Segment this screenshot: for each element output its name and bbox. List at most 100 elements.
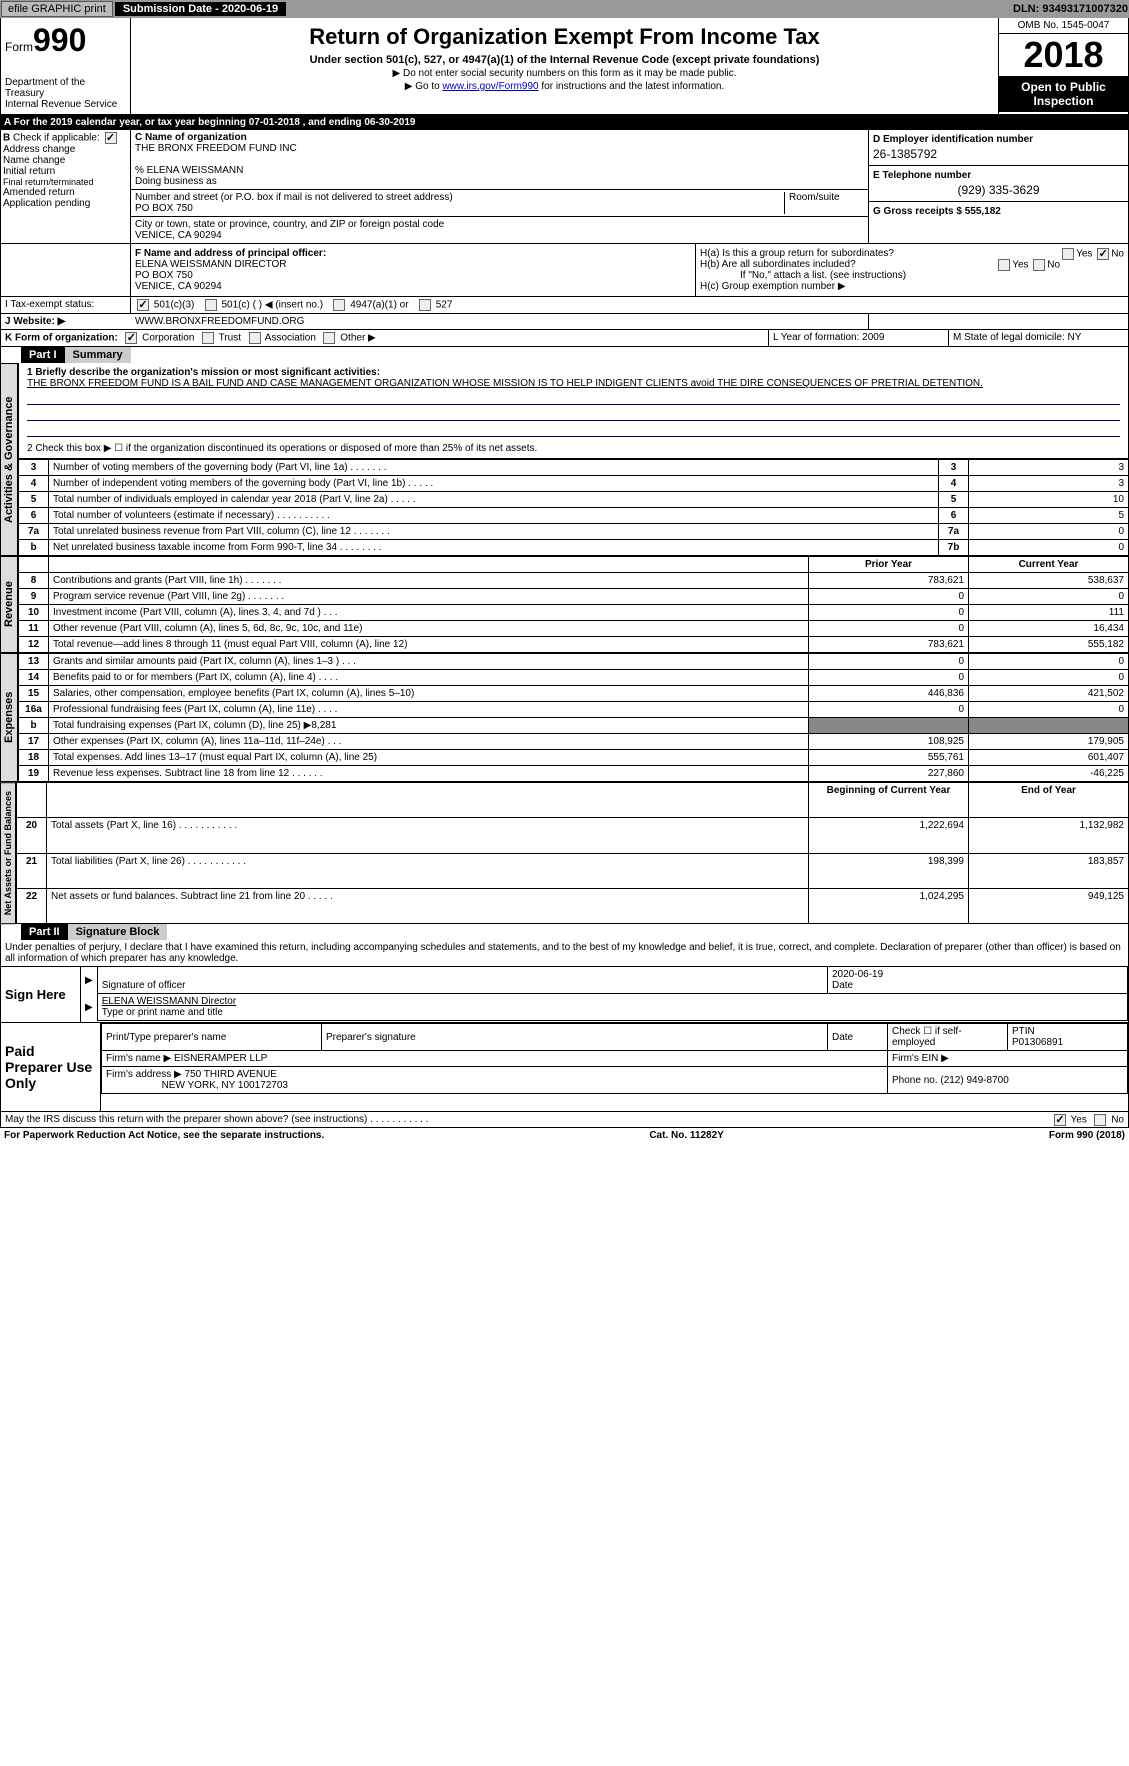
open-public-badge: Open to Public Inspection xyxy=(999,76,1128,112)
sig-officer: Signature of officer xyxy=(97,967,827,994)
exp-table: 13Grants and similar amounts paid (Part … xyxy=(18,653,1129,782)
footer-right: Form 990 (2018) xyxy=(1049,1130,1125,1141)
checkbox-icon[interactable] xyxy=(1033,259,1045,271)
checkbox-icon[interactable] xyxy=(419,299,431,311)
firm-addr2: NEW YORK, NY 100172703 xyxy=(162,1080,288,1091)
checkbox-icon[interactable] xyxy=(998,259,1010,271)
k-lbl: K Form of organization: xyxy=(5,333,118,344)
discuss-text: May the IRS discuss this return with the… xyxy=(5,1114,429,1125)
date-lbl: Date xyxy=(828,1024,888,1051)
row-j: J Website: ▶ WWW.BRONXFREEDOMFUND.ORG xyxy=(0,314,1129,330)
form-note1: ▶ Do not enter social security numbers o… xyxy=(137,68,992,79)
part-ii-hdr: Part II xyxy=(21,924,68,940)
checkbox-icon[interactable] xyxy=(249,332,261,344)
omb-number: OMB No. 1545-0047 xyxy=(999,18,1128,34)
prep-sig-lbl: Preparer's signature xyxy=(322,1024,828,1051)
hdr-curr: Current Year xyxy=(969,557,1129,573)
check-self: Check ☐ if self-employed xyxy=(888,1024,1008,1051)
l2: 2 Check this box ▶ ☐ if the organization… xyxy=(27,443,1120,454)
section-de: D Employer identification number 26-1385… xyxy=(868,130,1128,243)
checkbox-icon[interactable] xyxy=(323,332,335,344)
i-o1: 501(c)(3) xyxy=(154,300,195,311)
fgh-block: F Name and address of principal officer:… xyxy=(0,244,1129,297)
i-o2: 501(c) ( ) ◀ (insert no.) xyxy=(221,300,323,311)
sig-date: 2020-06-19 xyxy=(832,969,883,980)
vtab-na: Net Assets or Fund Balances xyxy=(0,782,16,924)
firm-name: EISNERAMPER LLP xyxy=(174,1053,267,1064)
f-line1: ELENA WEISSMANN DIRECTOR xyxy=(135,259,287,270)
city-val: VENICE, CA 90294 xyxy=(135,230,864,241)
firm-ein: Firm's EIN ▶ xyxy=(888,1051,1128,1067)
form-number: 990 xyxy=(33,22,86,58)
ha: H(a) Is this a group return for subordin… xyxy=(700,248,894,259)
l-year: L Year of formation: 2009 xyxy=(768,330,948,346)
checkbox-icon xyxy=(105,132,117,144)
footer-left: For Paperwork Reduction Act Notice, see … xyxy=(4,1130,324,1141)
f-lbl: F Name and address of principal officer: xyxy=(135,248,326,259)
b-title: Check if applicable: xyxy=(13,133,100,144)
tax-year: 2018 xyxy=(999,34,1128,76)
k-o1: Corporation xyxy=(142,333,194,344)
dept-line2: Internal Revenue Service xyxy=(5,99,126,110)
checkbox-icon[interactable] xyxy=(1054,1114,1066,1126)
addr-val: PO BOX 750 xyxy=(135,203,784,214)
org-name: THE BRONX FREEDOM FUND INC xyxy=(135,143,864,154)
g-lbl: G Gross receipts $ 555,182 xyxy=(873,206,1001,217)
hdr-beg: Beginning of Current Year xyxy=(809,783,969,818)
officer-name: ELENA WEISSMANN Director xyxy=(102,996,236,1007)
checkbox-icon[interactable] xyxy=(333,299,345,311)
row-klm: K Form of organization: Corporation Trus… xyxy=(0,330,1129,347)
ptin-val: P01306891 xyxy=(1012,1037,1063,1048)
website: WWW.BRONXFREEDOMFUND.ORG xyxy=(131,314,868,329)
vtab-ag: Activities & Governance xyxy=(0,363,18,556)
efile-btn[interactable]: efile GRAPHIC print xyxy=(1,1,113,17)
i-o3: 4947(a)(1) or xyxy=(350,300,408,311)
dln: DLN: 93493171007320 xyxy=(1013,3,1128,15)
checkbox-icon[interactable] xyxy=(1094,1114,1106,1126)
form-prefix: Form xyxy=(5,40,33,54)
b-item: Name change xyxy=(3,155,128,166)
footer-mid: Cat. No. 11282Y xyxy=(649,1130,723,1141)
date-lbl: Date xyxy=(832,980,853,991)
phone: (929) 335-3629 xyxy=(873,183,1124,197)
k-o3: Association xyxy=(265,333,316,344)
vtab-rev: Revenue xyxy=(0,556,18,653)
hb-note: If "No," attach a list. (see instruction… xyxy=(740,270,906,281)
note2-pre: ▶ Go to xyxy=(405,81,443,92)
city-lbl: City or town, state or province, country… xyxy=(135,219,864,230)
g-gross: G Gross receipts $ 555,182 xyxy=(869,202,1128,221)
checkbox-icon[interactable] xyxy=(137,299,149,311)
checkbox-icon[interactable] xyxy=(202,332,214,344)
ptin-lbl: PTIN xyxy=(1012,1026,1035,1037)
checkbox-icon[interactable] xyxy=(1062,248,1074,260)
ag-table: 3Number of voting members of the governi… xyxy=(18,459,1129,556)
sig-officer-lbl: Signature of officer xyxy=(102,980,186,991)
address-block: B Check if applicable: Address change Na… xyxy=(0,130,1129,244)
top-bar: efile GRAPHIC print Submission Date - 20… xyxy=(0,0,1129,18)
checkbox-icon[interactable] xyxy=(125,332,137,344)
row-a: A For the 2019 calendar year, or tax yea… xyxy=(0,115,1129,130)
hdr-prior: Prior Year xyxy=(809,557,969,573)
irs-link[interactable]: www.irs.gov/Form990 xyxy=(442,81,538,92)
paid-lbl: Paid Preparer Use Only xyxy=(1,1023,101,1111)
checkbox-icon[interactable] xyxy=(205,299,217,311)
firm-addr1: 750 THIRD AVENUE xyxy=(185,1069,277,1080)
f-line2: PO BOX 750 xyxy=(135,270,193,281)
checkbox-icon[interactable] xyxy=(1097,248,1109,260)
b-item: Final return/terminated xyxy=(3,177,128,187)
sign-here-lbl: Sign Here xyxy=(1,967,81,1022)
sign-here-block: Sign Here ▶Signature of officer2020-06-1… xyxy=(0,967,1129,1023)
section-c: C Name of organization THE BRONX FREEDOM… xyxy=(131,130,868,243)
hc: H(c) Group exemption number ▶ xyxy=(700,281,846,292)
row-i: I Tax-exempt status: 501(c)(3) 501(c) ( … xyxy=(0,297,1129,314)
room-lbl: Room/suite xyxy=(784,192,864,214)
f-line3: VENICE, CA 90294 xyxy=(135,281,222,292)
b-item: Address change xyxy=(3,144,128,155)
k-o2: Trust xyxy=(219,333,241,344)
mission-text: THE BRONX FREEDOM FUND IS A BAIL FUND AN… xyxy=(27,378,983,389)
mission-block: 1 Briefly describe the organization's mi… xyxy=(18,363,1129,459)
b-item: Application pending xyxy=(3,198,128,209)
i-lbl: I Tax-exempt status: xyxy=(5,299,94,310)
no-lbl: No xyxy=(1111,1115,1124,1126)
rev-table: Prior YearCurrent Year 8Contributions an… xyxy=(18,556,1129,653)
